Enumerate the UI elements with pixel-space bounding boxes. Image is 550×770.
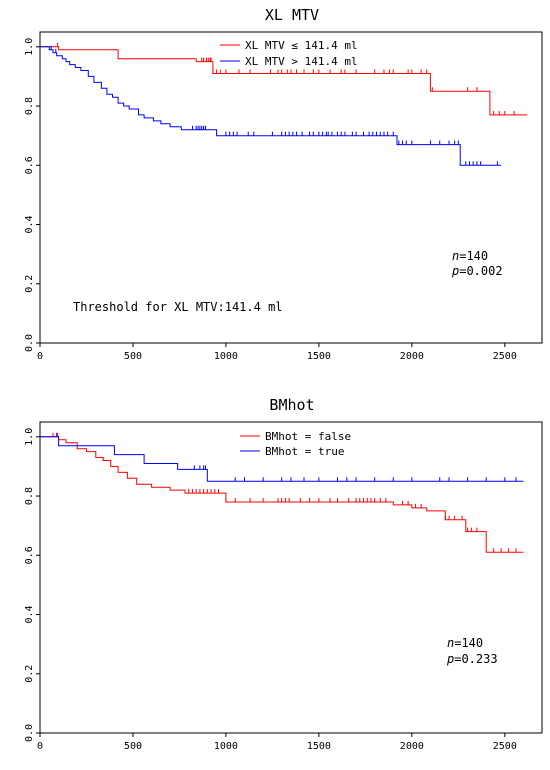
legend-label: BMhot = false — [265, 430, 351, 443]
survival-curve-blue — [40, 436, 524, 482]
y-tick-label: 0.0 — [24, 724, 35, 742]
y-tick-label: 0.8 — [24, 97, 35, 115]
series-layer — [40, 42, 528, 166]
y-tick-label: 0.6 — [24, 546, 35, 564]
chart-panel-bmhot: BMhot 0 500 1000 1500 2000 2500 0.00.20.40.60… — [24, 396, 543, 752]
legend-label: XL MTV ≤ 141.4 ml — [245, 39, 358, 52]
survival-curve-blue — [40, 46, 502, 166]
x-tick-label: 2000 — [400, 741, 424, 752]
p-symbol: p — [451, 264, 459, 278]
y-tick-label: 0.0 — [24, 334, 35, 352]
plot-frame — [39, 31, 543, 344]
survival-curve-red — [40, 436, 524, 553]
x-tick-label: 1500 — [307, 741, 331, 752]
x-axis: 0 500 1000 1500 2000 2500 — [37, 343, 517, 362]
legend: BMhot = false BMhot = true — [240, 430, 351, 458]
y-tick-label: 0.6 — [24, 156, 35, 174]
x-tick-label: 500 — [124, 351, 142, 362]
x-tick-label: 0 — [37, 741, 43, 752]
n-stat: n=140 — [452, 249, 488, 263]
legend-label: BMhot = true — [265, 445, 344, 458]
chart-title: BMhot — [269, 396, 314, 414]
y-tick-label: 1.0 — [24, 38, 35, 56]
n-value: =140 — [454, 636, 483, 650]
chart-title: XL MTV — [265, 6, 319, 24]
x-tick-label: 1000 — [214, 741, 238, 752]
n-symbol: n — [447, 636, 454, 650]
y-tick-label: 0.8 — [24, 487, 35, 505]
y-tick-label: 0.2 — [24, 275, 35, 293]
p-stat: p=0.233 — [446, 652, 498, 666]
y-axis: 0.0 0.2 0.4 0.6 0.8 1.0 — [24, 38, 40, 352]
y-axis: 0.0 0.2 0.4 0.6 0.8 1.0 — [24, 428, 40, 742]
x-tick-label: 1500 — [307, 351, 331, 362]
y-tick-label: 0.4 — [24, 605, 35, 623]
threshold-annotation: Threshold for XL MTV:141.4 ml — [73, 300, 283, 314]
n-stat: n=140 — [447, 636, 483, 650]
x-axis: 0 500 1000 1500 2000 2500 — [37, 733, 517, 752]
x-tick-label: 500 — [124, 741, 142, 752]
n-value: =140 — [459, 249, 488, 263]
y-tick-label: 0.4 — [24, 215, 35, 233]
p-symbol: p — [446, 652, 454, 666]
y-tick-label: 1.0 — [24, 428, 35, 446]
legend: XL MTV ≤ 141.4 ml XL MTV > 141.4 ml — [220, 39, 358, 68]
y-tick-label: 0.2 — [24, 665, 35, 683]
survival-curve-red — [40, 46, 528, 116]
x-tick-label: 0 — [37, 351, 43, 362]
chart-panel-xl-mtv: XL MTV 0 500 1000 1500 2000 2500 0.0 0.2 0.4 0.6… — [24, 6, 543, 362]
x-tick-label: 2500 — [493, 351, 517, 362]
legend-label: XL MTV > 141.4 ml — [245, 55, 358, 68]
x-tick-label: 2500 — [493, 741, 517, 752]
p-value: =0.233 — [454, 652, 497, 666]
p-stat: p=0.002 — [451, 264, 503, 278]
series-layer — [40, 432, 524, 553]
x-tick-label: 1000 — [214, 351, 238, 362]
plot-frame — [39, 421, 543, 734]
x-tick-label: 2000 — [400, 351, 424, 362]
p-value: =0.002 — [459, 264, 502, 278]
n-symbol: n — [452, 249, 459, 263]
